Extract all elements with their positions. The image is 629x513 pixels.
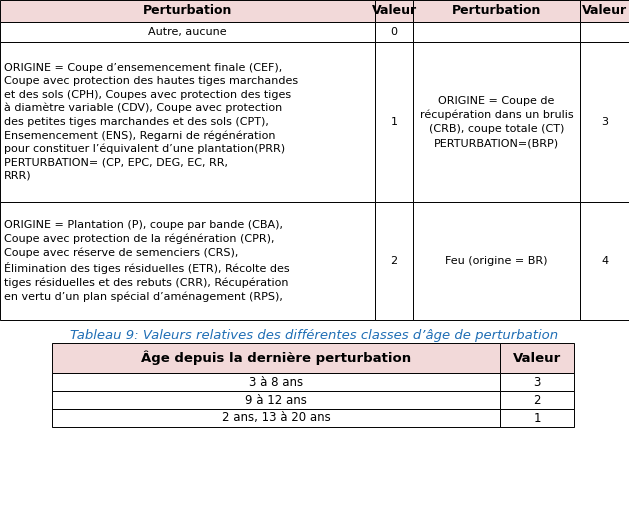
- Text: 1: 1: [391, 117, 398, 127]
- Text: Perturbation: Perturbation: [143, 5, 232, 17]
- Text: Valeur: Valeur: [513, 351, 561, 365]
- Text: ORIGINE = Coupe de
récupération dans un brulis
(CRB), coupe totale (CT)
PERTURBA: ORIGINE = Coupe de récupération dans un …: [420, 95, 573, 148]
- Text: 0: 0: [391, 27, 398, 37]
- Bar: [375, 22, 413, 42]
- Bar: [413, 22, 580, 42]
- Bar: [0, 42, 375, 202]
- Text: ORIGINE = Coupe d’ensemencement finale (CEF),
Coupe avec protection des hautes t: ORIGINE = Coupe d’ensemencement finale (…: [4, 63, 298, 181]
- Bar: [375, 0, 413, 22]
- Bar: [413, 42, 580, 202]
- Bar: [500, 409, 574, 427]
- Text: 2 ans, 13 à 20 ans: 2 ans, 13 à 20 ans: [221, 411, 330, 424]
- Bar: [580, 22, 629, 42]
- Bar: [413, 0, 580, 22]
- Text: Feu (origine = BR): Feu (origine = BR): [445, 256, 548, 266]
- Bar: [500, 373, 574, 391]
- Bar: [375, 202, 413, 320]
- Text: Autre, aucune: Autre, aucune: [148, 27, 227, 37]
- Bar: [0, 202, 375, 320]
- Text: 4: 4: [601, 256, 608, 266]
- Bar: [52, 343, 500, 373]
- Bar: [580, 42, 629, 202]
- Text: 3 à 8 ans: 3 à 8 ans: [249, 376, 303, 388]
- Bar: [52, 409, 500, 427]
- Bar: [580, 202, 629, 320]
- Text: 2: 2: [391, 256, 398, 266]
- Bar: [580, 0, 629, 22]
- Text: 9 à 12 ans: 9 à 12 ans: [245, 393, 307, 406]
- Text: Valeur: Valeur: [372, 5, 416, 17]
- Bar: [375, 42, 413, 202]
- Bar: [413, 202, 580, 320]
- Bar: [52, 373, 500, 391]
- Bar: [0, 22, 375, 42]
- Bar: [0, 0, 375, 22]
- Text: Perturbation: Perturbation: [452, 5, 541, 17]
- Bar: [52, 391, 500, 409]
- Text: 1: 1: [533, 411, 541, 424]
- Text: 2: 2: [533, 393, 541, 406]
- Text: ORIGINE = Plantation (P), coupe par bande (CBA),
Coupe avec protection de la rég: ORIGINE = Plantation (P), coupe par band…: [4, 220, 289, 302]
- Text: 3: 3: [601, 117, 608, 127]
- Text: Valeur: Valeur: [582, 5, 627, 17]
- Bar: [500, 343, 574, 373]
- Bar: [500, 391, 574, 409]
- Text: Tableau 9: Valeurs relatives des différentes classes d’âge de perturbation: Tableau 9: Valeurs relatives des différe…: [70, 328, 558, 342]
- Text: 3: 3: [533, 376, 541, 388]
- Text: Âge depuis la dernière perturbation: Âge depuis la dernière perturbation: [141, 351, 411, 365]
